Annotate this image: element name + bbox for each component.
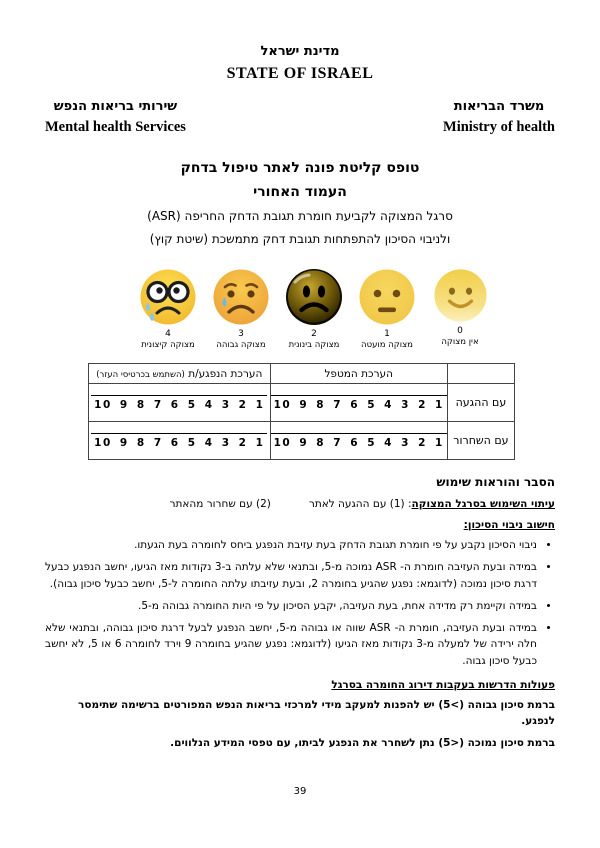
- page-number: 39: [293, 786, 307, 797]
- header: מדינת ישראל STATE OF ISRAEL: [45, 44, 555, 83]
- risk-calc-heading: חישוב ניבוי הסיכון:: [463, 519, 555, 531]
- bullet-item: ניבוי הסיכון נקבע על פי חומרת תגובת הדחק…: [45, 537, 537, 553]
- mental-health-services-block: שירותי בריאות הנפש Mental health Service…: [45, 99, 186, 136]
- state-title-he: מדינת ישראל: [260, 44, 340, 59]
- face-label: אין מצוקה: [441, 337, 479, 347]
- face-value: 1: [384, 329, 390, 339]
- face-value: 0: [457, 326, 463, 336]
- victim-header-main: הערכת הנפגע/ת: [184, 367, 263, 380]
- distress-faces-scale: 4 מצוקה קיצונית 3 מצוקה גבו: [139, 268, 555, 350]
- dark-frown-face-icon: [285, 268, 343, 326]
- discharge-row: עם השחרור 10 9 8 7 6 5 4 3 2 1 10 9 8 7 …: [88, 421, 516, 460]
- face-label: מצוקה בינונית: [288, 340, 340, 350]
- arrival-caregiver-scale: 10 9 8 7 6 5 4 3 2 1: [269, 383, 448, 422]
- discharge-victim-scale: 10 9 8 7 6 5 4 3 2 1: [88, 421, 271, 460]
- scale-numbers[interactable]: 10 9 8 7 6 5 4 3 2 1: [91, 433, 268, 449]
- services-title-en: Mental health Services: [45, 119, 186, 135]
- caregiver-assessment-header: הערכת המטפל: [269, 363, 448, 384]
- services-title-he: שירותי בריאות הנפש: [53, 99, 178, 114]
- discharge-row-label: עם השחרור: [446, 421, 516, 460]
- face-option-3: 3 מצוקה גבוהה: [212, 268, 270, 350]
- table-header-row: הערכת המטפל הערכת הנפגע/ת (השתמש בכרטיסי…: [88, 363, 516, 384]
- timing-line: עיתוי השימוש בסרגל המצוקה: (1) עם ההגעה …: [45, 498, 555, 510]
- state-title-en: STATE OF ISRAEL: [226, 65, 374, 82]
- org-row: שירותי בריאות הנפש Mental health Service…: [45, 99, 555, 136]
- face-label: מצוקה מועטה: [361, 340, 413, 350]
- smiling-face-icon: [431, 268, 489, 323]
- face-option-1: 1 מצוקה מועטה: [358, 268, 416, 350]
- bullet-item: במידה ובעת העזיבה, חומרת ה- ASR שווה או …: [45, 620, 537, 669]
- victim-assessment-header: הערכת הנפגע/ת (השתמש בכרטיסי העזר): [88, 363, 271, 384]
- timing-discharge: (2) עם שחרור מהאתר: [169, 498, 271, 510]
- ministry-block: משרד הבריאות Ministry of health: [443, 99, 555, 136]
- ministry-title-en: Ministry of health: [443, 119, 555, 135]
- ministry-title-he: משרד הבריאות: [453, 99, 545, 114]
- instructions-heading: הסבר והוראות שימוש: [436, 475, 555, 489]
- scale-description-line1: סרגל המצוקה לקביעת חומרת תגובת הדחק החרי…: [147, 209, 453, 223]
- arrival-row: עם ההגעה 10 9 8 7 6 5 4 3 2 1 10 9 8 7 6…: [88, 383, 516, 422]
- scale-numbers[interactable]: 10 9 8 7 6 5 4 3 2 1: [270, 395, 447, 411]
- low-risk-action: ברמת סיכון נמוכה ⁦(5>)⁩ נתן לשחרר את הנפ…: [170, 737, 555, 750]
- timing-arrival: : (1) עם ההגעה לאתר: [308, 498, 412, 510]
- scale-description-line2: ולניבוי הסיכון להתפתחות תגובת דחק מתמשכת…: [149, 232, 451, 246]
- distress-rating-table: הערכת המטפל הערכת הנפגע/ת (השתמש בכרטיסי…: [88, 363, 516, 460]
- bullet-item: במידה ובעת העזיבה חומרת ה- ASR נמוכה מ-5…: [45, 559, 537, 592]
- victim-header-note: (השתמש בכרטיסי העזר): [96, 369, 185, 380]
- face-value: 2: [311, 329, 317, 339]
- neutral-face-icon: [358, 268, 416, 326]
- bullet-item: במידה וקיימת רק מדידה אחת, בעת העזיבה, י…: [45, 598, 537, 614]
- risk-calc-bullets: ניבוי הסיכון נקבע על פי חומרת תגובת הדחק…: [45, 537, 555, 669]
- required-actions-heading: פעולות הדרשות בעקבות דירוג החומרה בסרגל: [331, 678, 555, 691]
- face-option-4: 4 מצוקה קיצונית: [139, 268, 197, 350]
- instructions-section: הסבר והוראות שימוש עיתוי השימוש בסרגל המ…: [45, 475, 555, 669]
- scale-numbers[interactable]: 10 9 8 7 6 5 4 3 2 1: [91, 395, 268, 411]
- required-actions-section: פעולות הדרשות בעקבות דירוג החומרה בסרגל …: [45, 679, 555, 752]
- arrival-row-label: עם ההגעה: [446, 383, 516, 422]
- high-risk-action: ברמת סיכון גבוהה ⁦(5<)⁩ יש להפנות למעקב …: [78, 698, 555, 727]
- form-subtitle-back-page: העמוד האחורי: [253, 184, 347, 200]
- scale-numbers[interactable]: 10 9 8 7 6 5 4 3 2 1: [270, 433, 447, 449]
- crying-glasses-face-icon: [139, 268, 197, 326]
- face-option-0: 0 אין מצוקה: [431, 268, 489, 350]
- face-value: 4: [165, 329, 171, 339]
- timing-label: עיתוי השימוש בסרגל המצוקה: [411, 498, 555, 510]
- face-value: 3: [238, 329, 244, 339]
- face-label: מצוקה קיצונית: [141, 340, 195, 350]
- face-option-2: 2 מצוקה בינונית: [285, 268, 343, 350]
- empty-header-cell: [446, 363, 516, 384]
- face-label: מצוקה גבוהה: [216, 340, 266, 350]
- sad-tear-face-icon: [212, 268, 270, 326]
- form-title: טופס קליטת פונה לאתר טיפול בדחק: [180, 160, 420, 176]
- discharge-caregiver-scale: 10 9 8 7 6 5 4 3 2 1: [269, 421, 448, 460]
- arrival-victim-scale: 10 9 8 7 6 5 4 3 2 1: [88, 383, 271, 422]
